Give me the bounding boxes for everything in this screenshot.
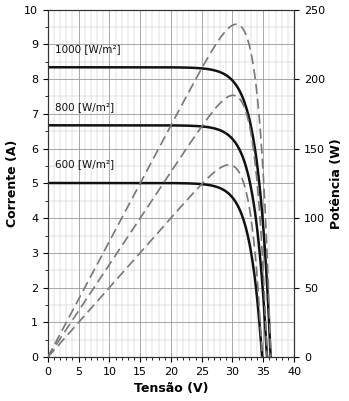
Text: 600 [W/m²]: 600 [W/m²] (55, 159, 114, 169)
X-axis label: Tensão (V): Tensão (V) (134, 383, 208, 395)
Text: 1000 [W/m²]: 1000 [W/m²] (55, 45, 121, 55)
Y-axis label: Potência (W): Potência (W) (331, 138, 343, 229)
Text: 800 [W/m²]: 800 [W/m²] (55, 102, 114, 112)
Y-axis label: Corrente (A): Corrente (A) (6, 140, 18, 227)
